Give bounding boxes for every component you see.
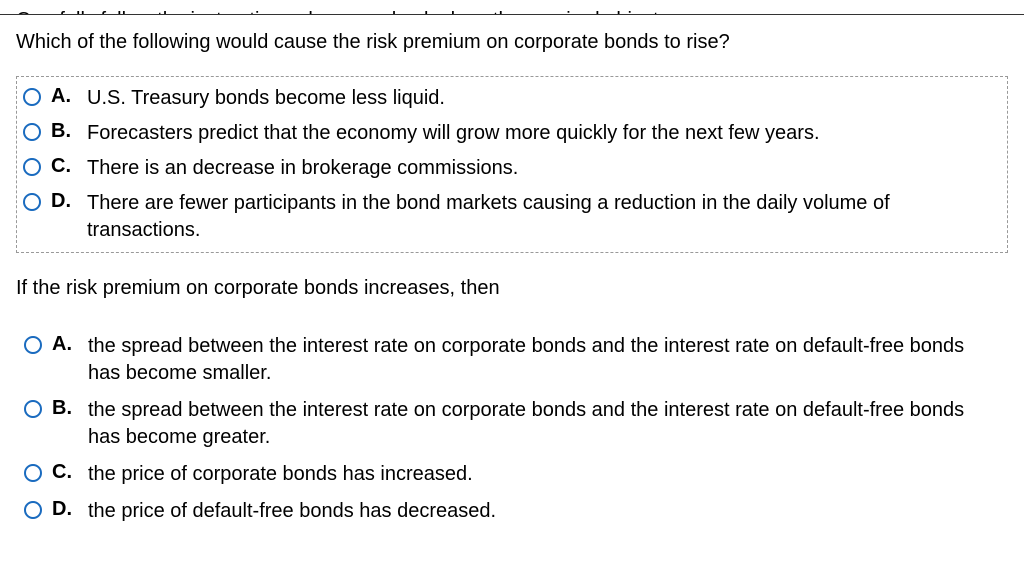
q2-option-b[interactable]: B. the spread between the interest rate … xyxy=(24,392,1000,456)
option-text: the price of corporate bonds has increas… xyxy=(88,461,1000,488)
option-text: the price of default-free bonds has decr… xyxy=(88,498,1000,525)
option-label: D. xyxy=(51,190,77,213)
option-label: A. xyxy=(51,85,77,108)
q2-option-d[interactable]: D. the price of default-free bonds has d… xyxy=(24,493,1000,530)
radio-icon[interactable] xyxy=(24,400,42,418)
radio-icon[interactable] xyxy=(24,464,42,482)
cutoff-instruction-line: Carefully follow the instructions above,… xyxy=(0,0,1024,14)
radio-icon[interactable] xyxy=(23,88,41,106)
option-label: B. xyxy=(51,120,77,143)
option-text: the spread between the interest rate on … xyxy=(88,333,1000,387)
option-label: C. xyxy=(51,155,77,178)
q2-option-c[interactable]: C. the price of corporate bonds has incr… xyxy=(24,456,1000,493)
question-1-text: Which of the following would cause the r… xyxy=(16,29,1008,56)
option-label: C. xyxy=(52,461,78,484)
option-text: Forecasters predict that the economy wil… xyxy=(87,120,1001,147)
option-text: the spread between the interest rate on … xyxy=(88,397,1000,451)
q1-option-c[interactable]: C. There is an decrease in brokerage com… xyxy=(23,151,1001,186)
radio-icon[interactable] xyxy=(23,123,41,141)
radio-icon[interactable] xyxy=(24,336,42,354)
q1-option-d[interactable]: D. There are fewer participants in the b… xyxy=(23,186,1001,248)
option-label: B. xyxy=(52,397,78,420)
q1-option-b[interactable]: B. Forecasters predict that the economy … xyxy=(23,116,1001,151)
question-2-text: If the risk premium on corporate bonds i… xyxy=(16,275,1008,302)
option-text: There is an decrease in brokerage commis… xyxy=(87,155,1001,182)
question-1-block: Which of the following would cause the r… xyxy=(0,15,1024,68)
radio-icon[interactable] xyxy=(23,158,41,176)
question-2-block: If the risk premium on corporate bonds i… xyxy=(0,261,1024,324)
question-1-options: A. U.S. Treasury bonds become less liqui… xyxy=(16,76,1008,253)
q2-option-a[interactable]: A. the spread between the interest rate … xyxy=(24,328,1000,392)
option-text: U.S. Treasury bonds become less liquid. xyxy=(87,85,1001,112)
radio-icon[interactable] xyxy=(23,193,41,211)
option-text: There are fewer participants in the bond… xyxy=(87,190,1001,244)
option-label: D. xyxy=(52,498,78,521)
option-label: A. xyxy=(52,333,78,356)
q1-option-a[interactable]: A. U.S. Treasury bonds become less liqui… xyxy=(23,81,1001,116)
question-2-options: A. the spread between the interest rate … xyxy=(16,324,1008,530)
radio-icon[interactable] xyxy=(24,501,42,519)
